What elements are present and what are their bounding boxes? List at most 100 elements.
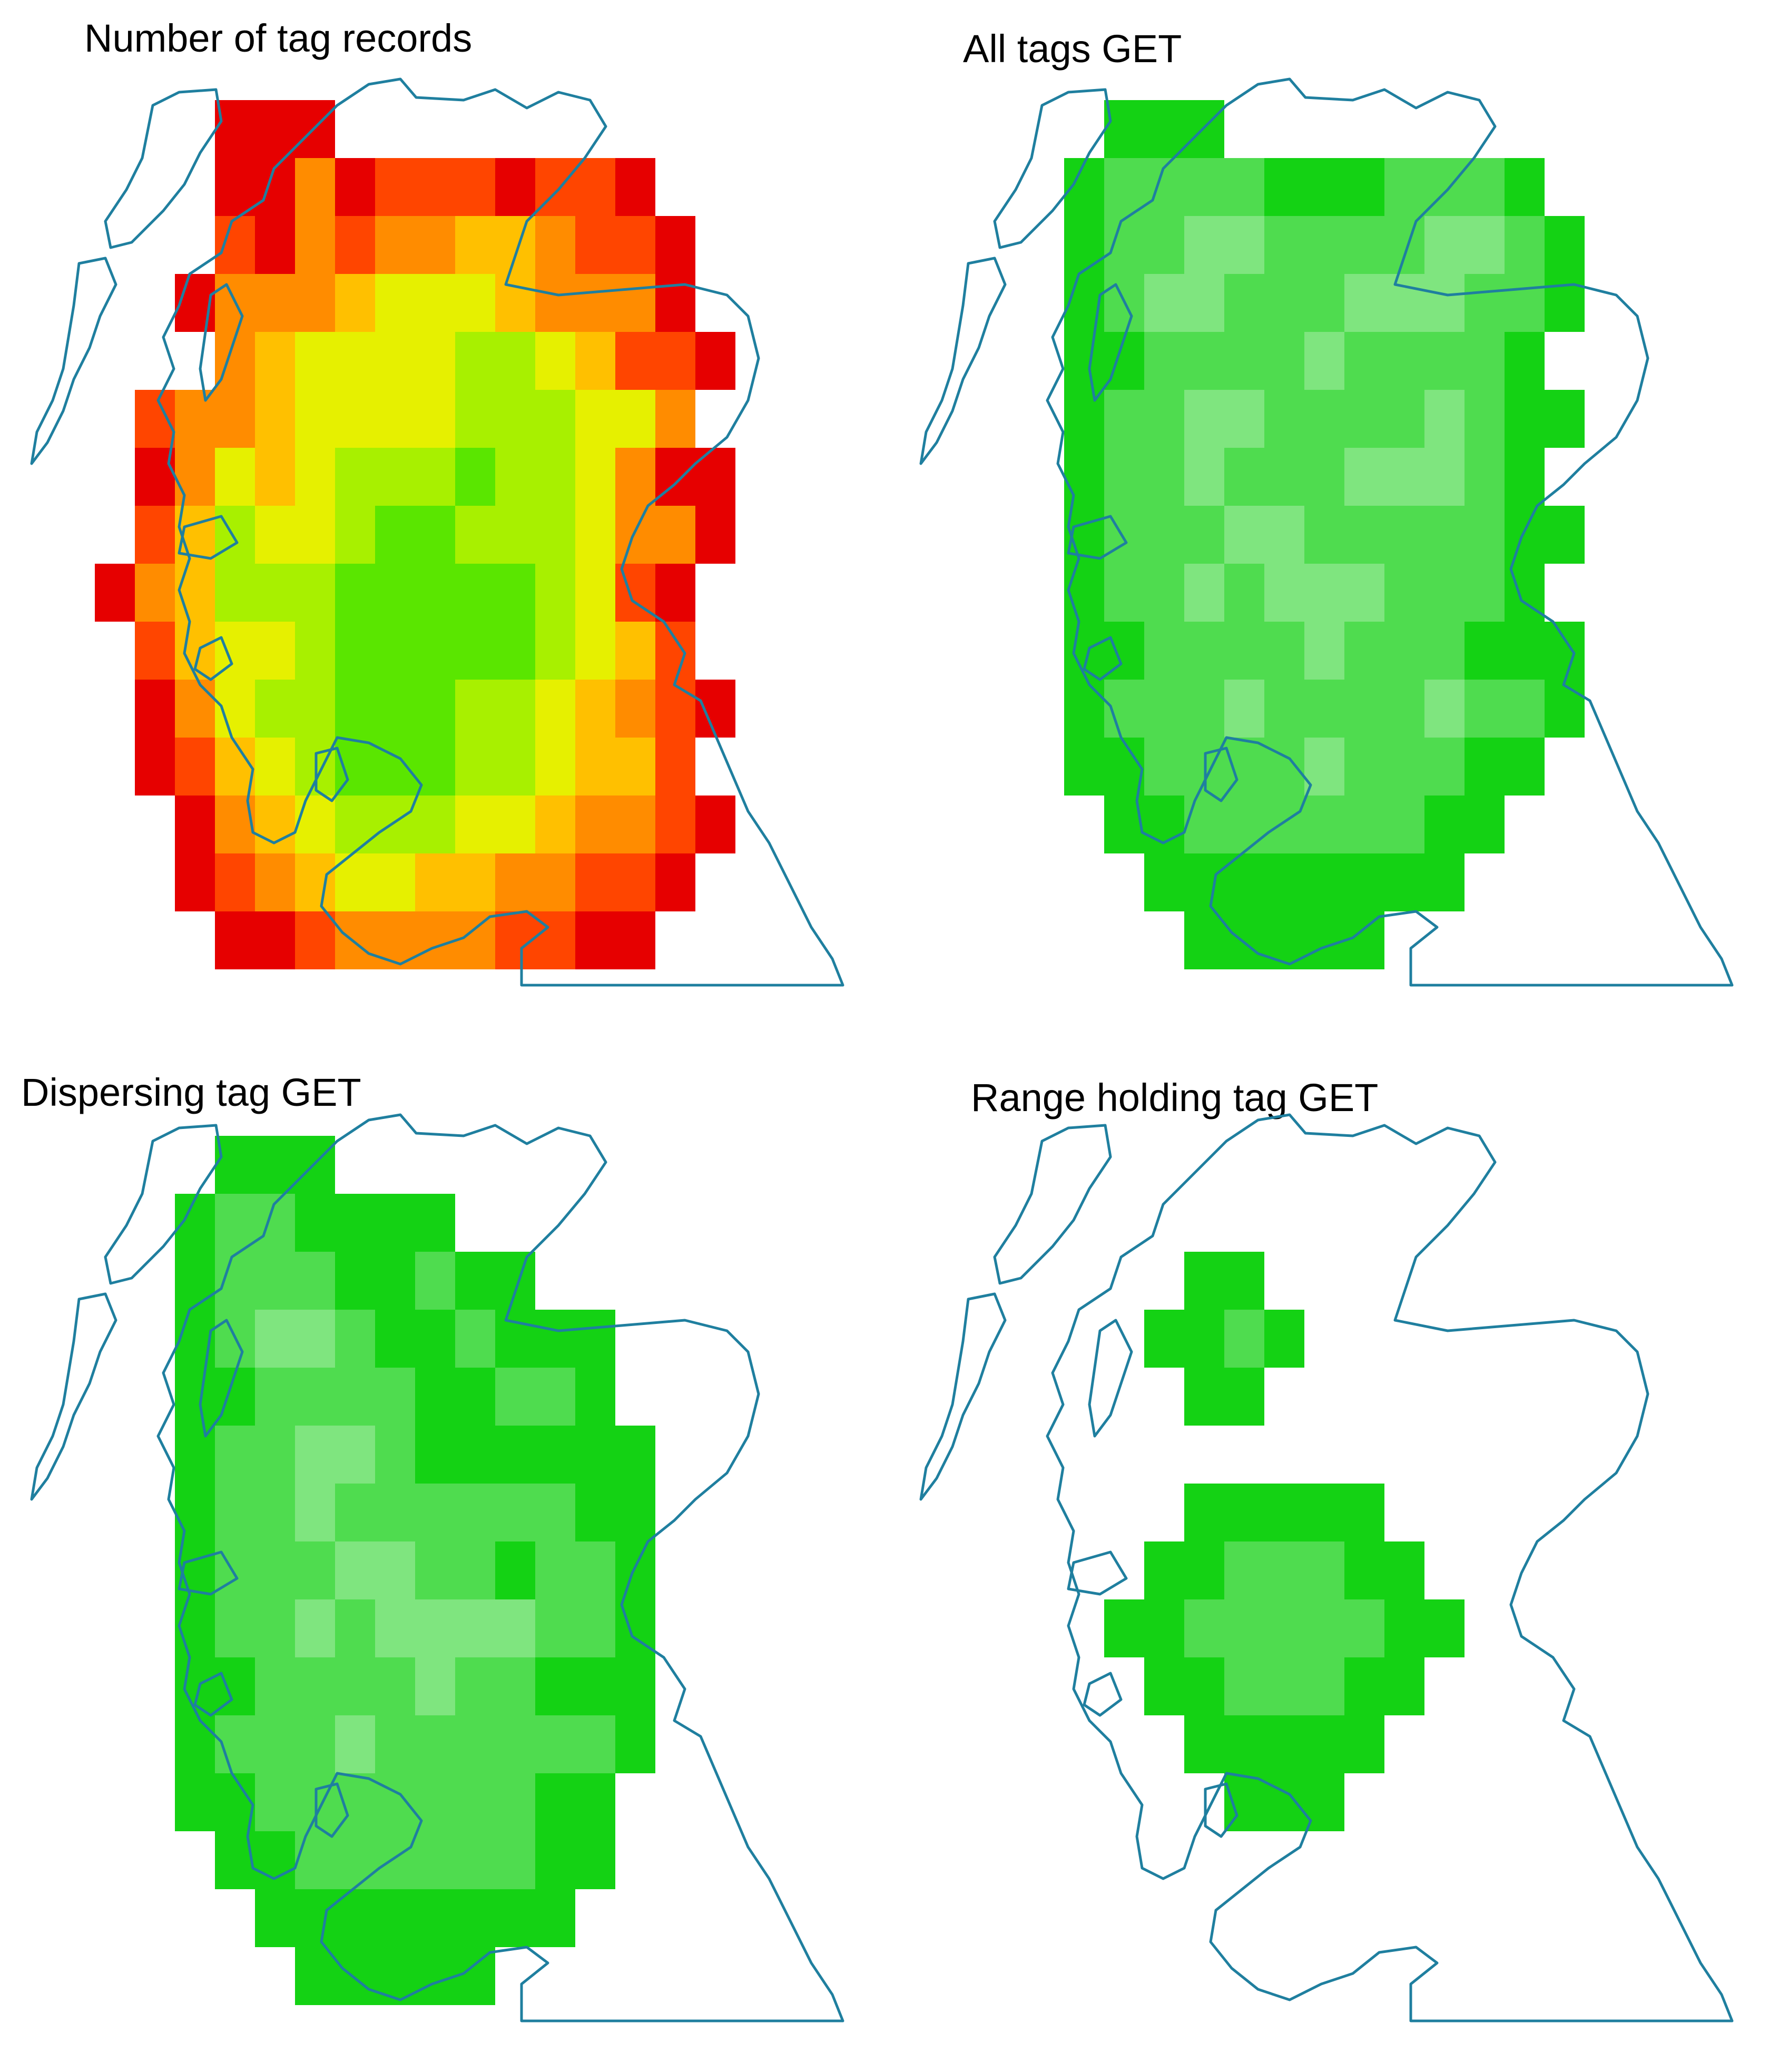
grid-cell <box>575 738 615 796</box>
grid-cell <box>535 1310 575 1368</box>
grid-cell <box>535 564 575 622</box>
grid-cell <box>295 1889 335 1947</box>
grid-cell <box>1104 390 1144 448</box>
grid-cell <box>335 1252 375 1310</box>
grid-cell <box>615 680 655 738</box>
grid-cell <box>215 564 255 622</box>
grid-cell <box>1144 332 1184 390</box>
grid-cell <box>1465 332 1505 390</box>
grid-cell <box>495 1368 535 1426</box>
grid-cell <box>1104 216 1144 274</box>
grid-cell <box>135 738 175 796</box>
grid-cell <box>1144 274 1184 332</box>
grid-cell <box>695 448 735 506</box>
grid-cell <box>535 1426 575 1484</box>
grid-cell <box>375 853 415 911</box>
grid-cell <box>1144 1657 1184 1715</box>
grid-cell <box>415 1715 455 1773</box>
grid-cell <box>255 1368 295 1426</box>
grid-cell <box>1344 332 1384 390</box>
grid-cell <box>455 158 495 216</box>
grid-cell <box>1104 1599 1144 1657</box>
grid-cell <box>215 853 255 911</box>
grid-cell <box>1184 448 1224 506</box>
grid-cell <box>495 1252 535 1310</box>
grid-cell <box>415 1368 455 1426</box>
grid-cell <box>455 853 495 911</box>
grid-cell <box>175 622 215 680</box>
grid-cell <box>615 448 655 506</box>
panel-title-tag-records: Number of tag records <box>84 16 473 60</box>
grid-cell <box>1424 216 1465 274</box>
grid-cell <box>1064 390 1104 448</box>
grid-cell <box>295 216 335 274</box>
grid-cell <box>1224 216 1264 274</box>
grid-cell <box>1264 390 1304 448</box>
grid-cell <box>535 911 575 969</box>
grid-cell <box>1264 448 1304 506</box>
grid-cell <box>1304 506 1344 564</box>
grid-cell <box>1465 622 1505 680</box>
grid-cell <box>615 1541 655 1599</box>
grid-cell <box>575 1310 615 1368</box>
grid-cell <box>255 564 295 622</box>
grid-cell <box>455 680 495 738</box>
grid-cell <box>135 506 175 564</box>
grid-cell <box>175 390 215 448</box>
grid-cell <box>215 158 255 216</box>
grid-cell <box>1384 738 1424 796</box>
grid-cell <box>295 680 335 738</box>
grid-cell <box>575 853 615 911</box>
grid-cell <box>415 274 455 332</box>
grid-cell <box>1184 390 1224 448</box>
grid-cell <box>1424 1599 1465 1657</box>
grid-cell <box>1184 1599 1224 1657</box>
grid-cell <box>255 1136 295 1194</box>
grid-cell <box>1545 622 1585 680</box>
grid-cell <box>495 622 535 680</box>
grid-cell <box>1465 738 1505 796</box>
grid-cell <box>1344 911 1384 969</box>
grid-cell <box>1064 448 1104 506</box>
grid-cell <box>455 1715 495 1773</box>
grid-cell <box>495 1484 535 1541</box>
grid-cell <box>215 911 255 969</box>
grid-cell <box>1264 506 1304 564</box>
grid-cell <box>135 564 175 622</box>
grid-cell <box>375 1368 415 1426</box>
grid-cell <box>1104 564 1144 622</box>
grid-cell <box>655 448 695 506</box>
grid-cell <box>175 448 215 506</box>
grid-cell <box>1304 158 1344 216</box>
grid-cell <box>1224 1368 1264 1426</box>
grid-cell <box>295 622 335 680</box>
grid-cell <box>535 1657 575 1715</box>
grid-cell <box>575 158 615 216</box>
grid-cell <box>375 738 415 796</box>
grid-cell <box>255 1773 295 1831</box>
grid-cell <box>1545 216 1585 274</box>
grid-cell <box>175 796 215 853</box>
grid-cell <box>495 1831 535 1889</box>
grid-cell <box>295 1599 335 1657</box>
grid-cell <box>255 1252 295 1310</box>
grid-cell <box>495 853 535 911</box>
grid-cell <box>1264 564 1304 622</box>
panel-all-tags: All tags GET <box>889 0 1779 1036</box>
grid-cell <box>415 1657 455 1715</box>
grid-cell <box>695 796 735 853</box>
grid-cell <box>295 1368 335 1426</box>
grid-cell <box>1344 738 1384 796</box>
grid-cell <box>695 506 735 564</box>
scotland-map-dispersing <box>30 1113 844 2022</box>
panel-title-range-holding: Range holding tag GET <box>971 1076 1379 1120</box>
grid-cell <box>495 1889 535 1947</box>
grid-cell <box>1264 796 1304 853</box>
grid-cell <box>615 1657 655 1715</box>
grid-cell <box>1144 100 1184 158</box>
grid-cell <box>1344 1715 1384 1773</box>
grid-cell <box>1505 158 1545 216</box>
grid-cell <box>495 1773 535 1831</box>
grid-cell <box>575 1368 615 1426</box>
grid-cell <box>175 1368 215 1426</box>
